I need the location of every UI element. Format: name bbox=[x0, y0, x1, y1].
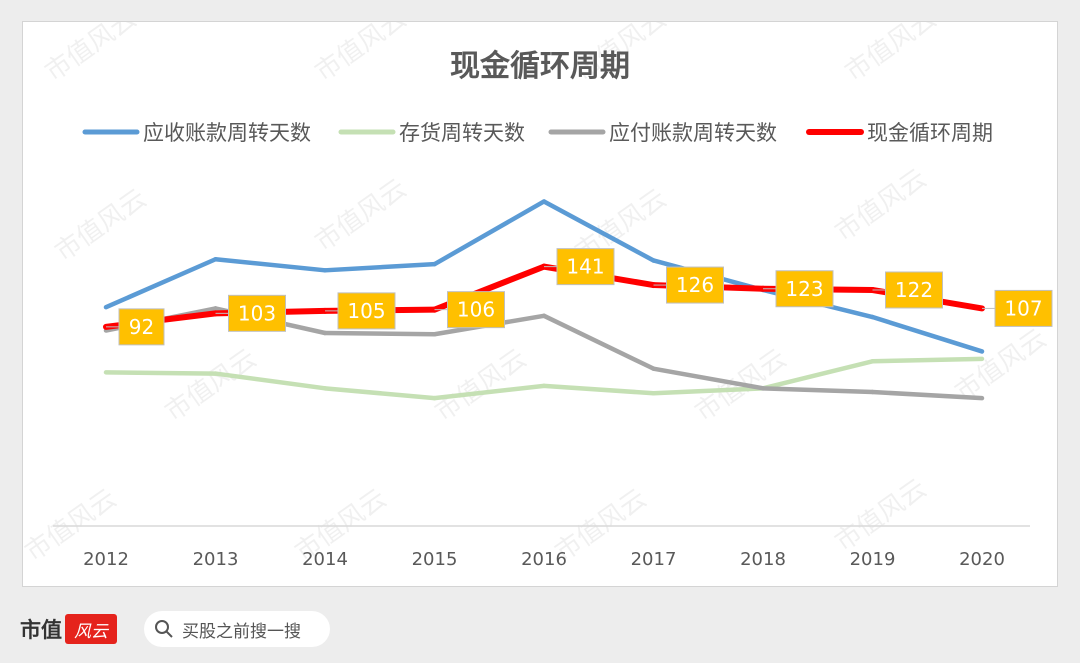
brand-name: 市值 bbox=[20, 617, 62, 642]
series-line-segment bbox=[651, 366, 766, 391]
watermark-text: 市值风云 bbox=[310, 22, 412, 88]
legend-label: 应收账款周转天数 bbox=[143, 121, 311, 145]
chart-title: 现金循环周期 bbox=[450, 49, 630, 84]
series-line-segment bbox=[322, 330, 437, 337]
data-label-box bbox=[556, 248, 615, 286]
brand-seal: 风云 bbox=[65, 614, 117, 644]
x-tick-label: 2017 bbox=[631, 549, 677, 570]
x-tick-label: 2014 bbox=[302, 549, 348, 570]
data-label-box bbox=[775, 270, 834, 308]
data-label: 105 bbox=[347, 299, 385, 323]
search-box[interactable]: 买股之前搜一搜 bbox=[144, 611, 330, 647]
data-label: 123 bbox=[785, 277, 823, 301]
search-icon bbox=[155, 620, 173, 638]
watermark-text: 市值风云 bbox=[840, 22, 942, 88]
x-tick-label: 2013 bbox=[193, 549, 239, 570]
watermark-text: 市值风云 bbox=[40, 22, 142, 88]
series-line-segment bbox=[541, 383, 656, 396]
series-line-segment bbox=[322, 386, 437, 401]
series-line-segment bbox=[432, 383, 547, 401]
chart-legend: 应收账款周转天数 存货周转天数 应付账款周转天数 现金循环周期 bbox=[82, 121, 993, 145]
series-line-segment bbox=[103, 370, 218, 376]
data-label: 141 bbox=[566, 255, 604, 279]
watermark-text: 市值风云 bbox=[310, 173, 412, 257]
x-tick-label: 2016 bbox=[521, 549, 567, 570]
data-label-box bbox=[118, 308, 165, 346]
series-line-segment bbox=[870, 389, 985, 401]
data-label: 106 bbox=[457, 298, 495, 322]
data-label: 107 bbox=[1004, 296, 1042, 320]
chart-card: 市值风云 市值风云 市值风云 市值风云 市值风云 市值风云 市值风云 市值风云 市值风云 市值风云… bbox=[22, 21, 1058, 587]
series-line-segment bbox=[760, 359, 875, 391]
series-line-segment bbox=[213, 371, 328, 391]
series-line-segment bbox=[213, 256, 328, 273]
data-label: 92 bbox=[129, 315, 154, 339]
data-label: 103 bbox=[238, 301, 276, 325]
data-label-box bbox=[447, 291, 505, 329]
x-tick-label: 2019 bbox=[850, 549, 896, 570]
data-label: 122 bbox=[895, 278, 933, 302]
data-label-box bbox=[885, 271, 943, 309]
series-line-segment bbox=[870, 314, 985, 354]
footer: 市值 风云 买股之前搜一搜 bbox=[20, 598, 620, 658]
legend-label: 存货周转天数 bbox=[399, 121, 525, 145]
series-line-segment bbox=[651, 386, 766, 396]
x-tick-label: 2015 bbox=[412, 549, 458, 570]
watermark-text: 市值风云 bbox=[830, 473, 932, 557]
data-label-box bbox=[666, 266, 724, 304]
series-line-segment bbox=[870, 356, 985, 364]
series-line-segment bbox=[760, 386, 875, 395]
x-axis-ticks: 2012 2013 2014 2015 2016 2017 2018 2019 2020 bbox=[83, 549, 1005, 570]
watermark-text: 市值风云 bbox=[830, 163, 932, 247]
watermark-text: 市值风云 bbox=[160, 343, 262, 427]
x-tick-label: 2018 bbox=[740, 549, 786, 570]
series-line-segment bbox=[322, 261, 437, 273]
series-line-segment bbox=[103, 256, 218, 310]
x-tick-label: 2012 bbox=[83, 549, 129, 570]
watermark-text: 市值风云 bbox=[50, 183, 152, 267]
data-labels: 92 103 105 106 141 126 123 122 107 bbox=[106, 248, 1053, 346]
legend-label: 应付账款周转天数 bbox=[609, 121, 777, 145]
series-line-segment bbox=[432, 199, 547, 267]
watermark-text: 市值风云 bbox=[430, 343, 532, 427]
data-label-box bbox=[228, 294, 286, 332]
series-line-segment bbox=[541, 199, 656, 263]
data-label-box bbox=[994, 289, 1053, 327]
series-line-segment bbox=[541, 313, 656, 371]
brand-logo[interactable]: 市值 风云 bbox=[20, 614, 117, 644]
search-placeholder: 买股之前搜一搜 bbox=[182, 621, 301, 642]
series-1 bbox=[103, 356, 985, 401]
data-label-box bbox=[337, 292, 396, 330]
x-tick-label: 2020 bbox=[959, 549, 1005, 570]
data-label: 126 bbox=[676, 273, 714, 297]
legend-label: 现金循环周期 bbox=[867, 121, 993, 145]
